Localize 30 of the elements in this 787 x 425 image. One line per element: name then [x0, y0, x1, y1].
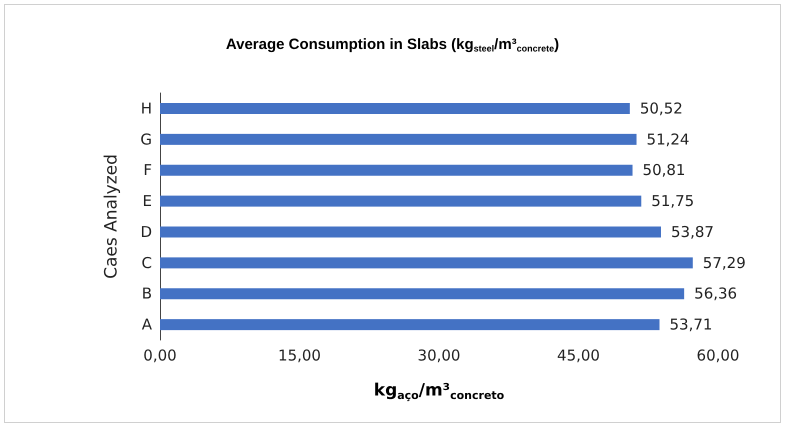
bar	[160, 134, 637, 145]
data-label: 53,87	[670, 222, 714, 241]
y-tick-label: D	[140, 222, 152, 241]
bar	[160, 164, 633, 176]
data-label: 50,52	[640, 99, 683, 118]
x-tick-label: 15,00	[278, 346, 321, 364]
data-label: 50,81	[642, 161, 686, 180]
y-tick-label: H	[140, 99, 152, 118]
y-tick-label: G	[140, 130, 152, 148]
data-label: 51,75	[651, 192, 694, 210]
y-axis-title: Caes Analyzed	[102, 154, 122, 279]
bar	[160, 288, 684, 300]
data-label: 57,29	[702, 254, 746, 272]
data-label: 56,36	[694, 284, 738, 303]
bar	[160, 196, 642, 207]
x-tick-label: 0,00	[143, 346, 177, 364]
x-tick-label: 30,00	[418, 346, 460, 364]
x-tick-label: 60,00	[696, 346, 740, 364]
y-tick-label: C	[142, 254, 152, 272]
y-tick-label: F	[143, 161, 152, 180]
y-tick-label: A	[142, 316, 153, 334]
bar	[160, 257, 693, 268]
bar	[160, 226, 661, 238]
data-label: 53,71	[670, 316, 712, 334]
x-tick-label: 45,00	[557, 346, 600, 364]
y-tick-label: E	[142, 192, 152, 210]
bar	[160, 102, 630, 114]
bar	[160, 319, 660, 330]
data-label: 51,24	[646, 130, 690, 148]
y-tick-label: B	[142, 284, 152, 303]
